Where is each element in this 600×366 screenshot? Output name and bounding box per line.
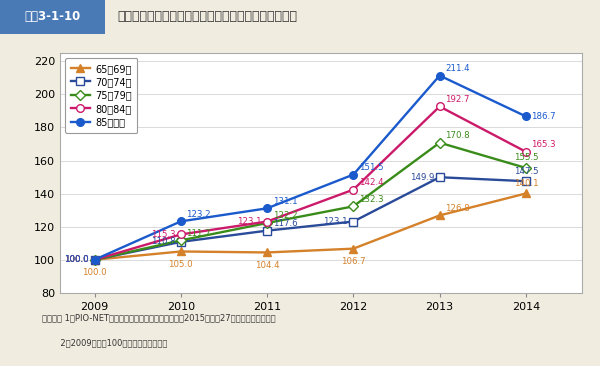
- Line: 80～84歳: 80～84歳: [91, 102, 530, 264]
- Text: 149.9: 149.9: [410, 173, 434, 182]
- 85歳以上: [350, 172, 357, 177]
- Text: （備考） 1．PIO-NETに登録された消費生活相談情報（2015年４月27日までの登録分）。: （備考） 1．PIO-NETに登録された消費生活相談情報（2015年４月27日ま…: [42, 313, 275, 322]
- Text: 117.6: 117.6: [272, 219, 297, 228]
- Text: 図表3-1-10: 図表3-1-10: [25, 10, 80, 23]
- 85歳以上: [91, 258, 98, 262]
- Text: 123.2: 123.2: [187, 210, 211, 219]
- Text: 115.3: 115.3: [151, 230, 175, 239]
- 70～74歳: [263, 228, 271, 233]
- Text: 186.7: 186.7: [532, 112, 556, 121]
- 85歳以上: [177, 219, 184, 224]
- 80～84歳: [177, 232, 184, 237]
- 80～84歳: [91, 258, 98, 262]
- Text: 170.8: 170.8: [445, 131, 470, 140]
- 70～74歳: [177, 240, 184, 244]
- Text: 100.0: 100.0: [64, 255, 89, 264]
- Text: 105.0: 105.0: [169, 260, 193, 269]
- Text: 110.8: 110.8: [151, 238, 175, 246]
- Legend: 65～69歳, 70～74歳, 75～79歳, 80～84歳, 85歳以上: 65～69歳, 70～74歳, 75～79歳, 80～84歳, 85歳以上: [65, 58, 137, 133]
- 75～79歳: [263, 221, 271, 225]
- 75～79歳: [91, 258, 98, 262]
- Text: 211.4: 211.4: [445, 64, 470, 73]
- Text: 192.7: 192.7: [445, 95, 470, 104]
- 65～69歳: [350, 246, 357, 251]
- Text: 142.4: 142.4: [359, 178, 383, 187]
- Text: 104.4: 104.4: [255, 261, 280, 270]
- 85歳以上: [523, 114, 530, 119]
- 80～84歳: [436, 104, 443, 109]
- Text: 123.1: 123.1: [323, 217, 348, 226]
- Text: 140.1: 140.1: [514, 179, 538, 188]
- 75～79歳: [350, 204, 357, 209]
- Text: 132.3: 132.3: [359, 195, 383, 203]
- 85歳以上: [436, 73, 443, 78]
- Text: 151.5: 151.5: [359, 163, 383, 172]
- FancyBboxPatch shape: [0, 0, 105, 34]
- 75～79歳: [177, 238, 184, 243]
- Text: 122.2: 122.2: [272, 211, 297, 220]
- Text: 100.0: 100.0: [64, 255, 89, 264]
- Text: 111.7: 111.7: [187, 229, 211, 238]
- Text: 100.0: 100.0: [82, 268, 107, 277]
- 80～84歳: [523, 150, 530, 154]
- 70～74歳: [436, 175, 443, 179]
- 65～69歳: [177, 249, 184, 254]
- Line: 65～69歳: 65～69歳: [91, 190, 530, 264]
- Text: 165.3: 165.3: [532, 140, 556, 149]
- 65～69歳: [263, 250, 271, 255]
- 85歳以上: [263, 206, 271, 210]
- Text: 123.1: 123.1: [237, 217, 262, 226]
- 70～74歳: [523, 179, 530, 183]
- 65～69歳: [523, 191, 530, 196]
- Text: 155.5: 155.5: [514, 153, 538, 163]
- Line: 70～74歳: 70～74歳: [91, 173, 530, 264]
- 65～69歳: [91, 258, 98, 262]
- Text: 2．2009年度＝100としたときの指数。: 2．2009年度＝100としたときの指数。: [42, 339, 167, 348]
- Text: 高齢者の消費生活相談件数の推移（５歳刺み、指数）: 高齢者の消費生活相談件数の推移（５歳刺み、指数）: [117, 10, 297, 23]
- 75～79歳: [523, 166, 530, 170]
- 70～74歳: [350, 219, 357, 224]
- Text: 147.5: 147.5: [514, 167, 538, 176]
- Text: 100.0: 100.0: [64, 255, 89, 264]
- 80～84歳: [263, 219, 271, 224]
- Text: 106.7: 106.7: [341, 257, 365, 266]
- Text: 131.1: 131.1: [272, 197, 297, 206]
- Text: 100.0: 100.0: [64, 255, 89, 264]
- Line: 75～79歳: 75～79歳: [91, 139, 530, 264]
- 75～79歳: [436, 141, 443, 145]
- 70～74歳: [91, 258, 98, 262]
- 80～84歳: [350, 187, 357, 192]
- Text: 126.8: 126.8: [445, 203, 470, 213]
- 65～69歳: [436, 213, 443, 218]
- Line: 85歳以上: 85歳以上: [91, 72, 530, 264]
